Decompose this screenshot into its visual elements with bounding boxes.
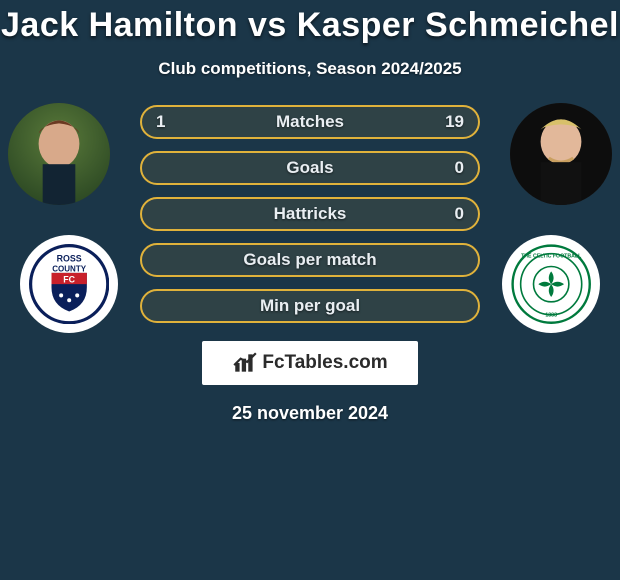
stat-left-value: 1: [156, 112, 165, 132]
stat-row-hattricks: Hattricks 0: [140, 197, 480, 231]
ross-county-crest-icon: ROSS COUNTY FC: [29, 244, 109, 324]
stat-right-value: 0: [455, 158, 464, 178]
club-left-crest: ROSS COUNTY FC: [20, 235, 118, 333]
club-right-crest: THE CELTIC FOOTBALL 1888: [502, 235, 600, 333]
stat-label: Hattricks: [274, 204, 347, 224]
site-logo[interactable]: FcTables.com: [202, 341, 418, 385]
page-title: Jack Hamilton vs Kasper Schmeichel: [0, 0, 620, 45]
svg-text:ROSS: ROSS: [56, 253, 81, 263]
svg-text:THE CELTIC FOOTBALL: THE CELTIC FOOTBALL: [521, 253, 582, 259]
date-label: 25 november 2024: [0, 403, 620, 424]
svg-text:1888: 1888: [545, 312, 557, 318]
stat-label: Matches: [276, 112, 344, 132]
svg-text:COUNTY: COUNTY: [52, 264, 86, 273]
player-right-photo-icon: [510, 103, 612, 205]
subtitle: Club competitions, Season 2024/2025: [0, 59, 620, 79]
comparison-body: ROSS COUNTY FC THE CELTIC FOOTBALL 1888: [0, 105, 620, 424]
stat-row-goals: Goals 0: [140, 151, 480, 185]
stat-row-min-per-goal: Min per goal: [140, 289, 480, 323]
stats-bars: 1 Matches 19 Goals 0 Hattricks 0 Goals p…: [140, 105, 480, 323]
celtic-crest-icon: THE CELTIC FOOTBALL 1888: [511, 244, 591, 324]
stat-right-value: 0: [455, 204, 464, 224]
player-right-avatar: [510, 103, 612, 205]
svg-text:FC: FC: [63, 274, 75, 284]
stat-row-goals-per-match: Goals per match: [140, 243, 480, 277]
stat-label: Goals per match: [243, 250, 376, 270]
bar-chart-icon: [232, 350, 258, 376]
stat-row-matches: 1 Matches 19: [140, 105, 480, 139]
stat-label: Goals: [286, 158, 333, 178]
player-left-photo-icon: [8, 103, 110, 205]
stat-label: Min per goal: [260, 296, 360, 316]
site-logo-text: FcTables.com: [262, 352, 387, 374]
stat-right-value: 19: [445, 112, 464, 132]
player-left-avatar: [8, 103, 110, 205]
